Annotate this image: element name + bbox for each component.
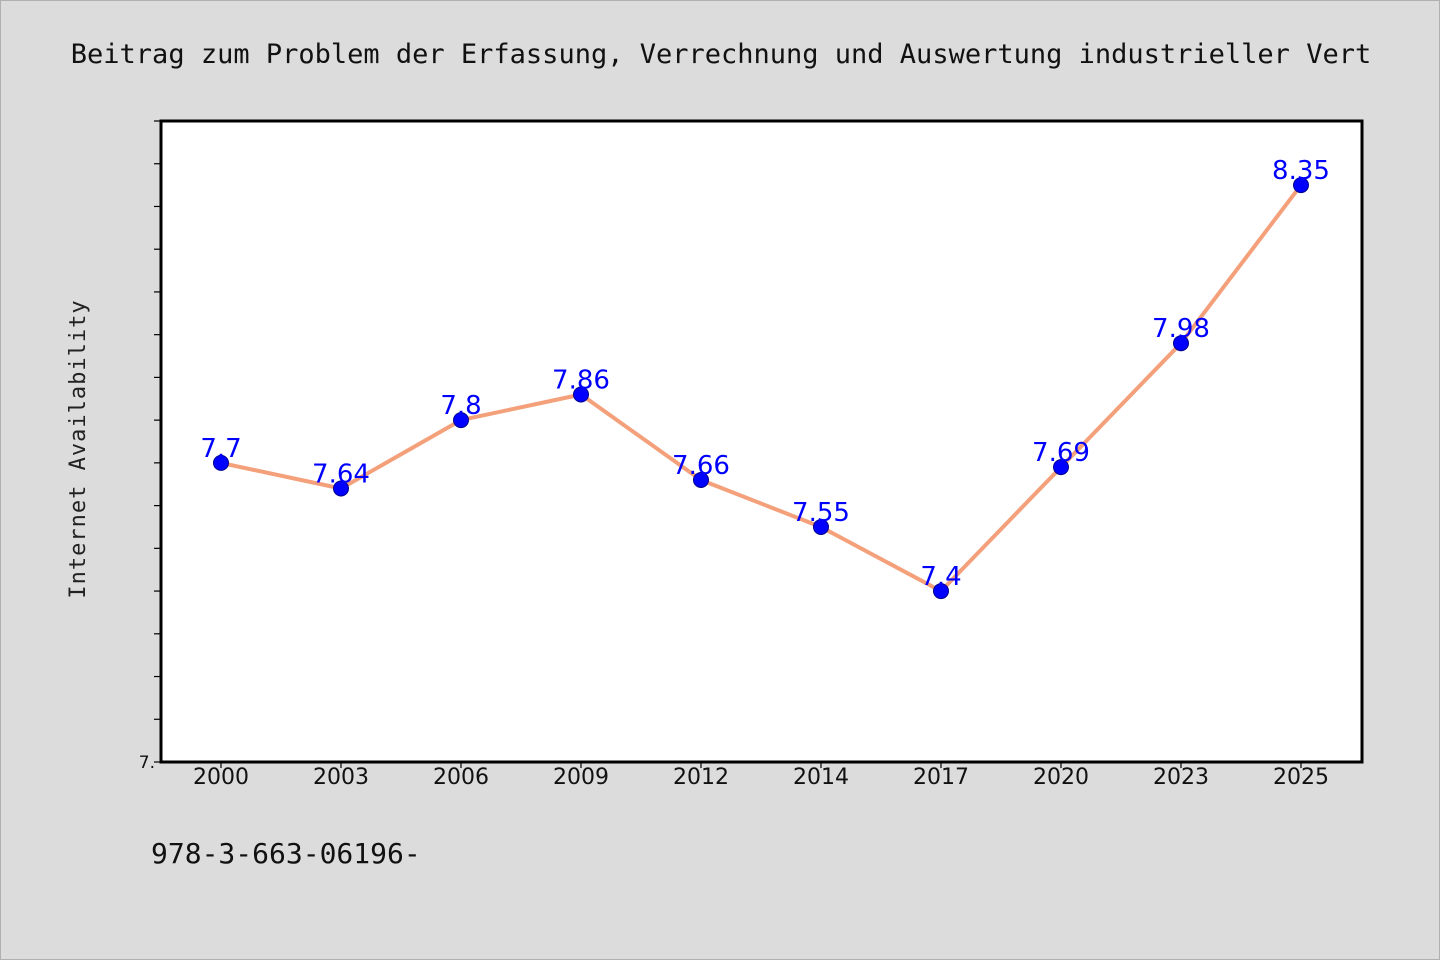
x-tick-label: 2000 xyxy=(193,765,249,790)
series-markers xyxy=(213,177,1309,600)
footer-isbn-text: 978-3-663-06196- xyxy=(151,837,421,870)
data-point-marker xyxy=(1293,177,1309,194)
data-label: 7.4 xyxy=(920,562,961,592)
x-tick-label: 2009 xyxy=(553,765,609,790)
plot-area xyxy=(159,119,1364,764)
chart-title: Beitrag zum Problem der Erfassung, Verre… xyxy=(71,39,1371,70)
x-tick-label: 2025 xyxy=(1273,765,1329,790)
x-tick-label: 2017 xyxy=(913,765,969,790)
data-point-marker xyxy=(693,471,709,488)
y-axis-ticks: 7. xyxy=(139,120,161,773)
series-line xyxy=(219,183,1303,594)
x-tick-label: 2014 xyxy=(793,765,849,790)
data-point-marker xyxy=(1053,459,1069,476)
data-label: 7.86 xyxy=(552,365,610,395)
data-label: 7.98 xyxy=(1152,314,1210,344)
x-tick-label: 2023 xyxy=(1153,765,1209,790)
data-label: 8.35 xyxy=(1272,156,1330,186)
data-label: 7.64 xyxy=(312,460,370,490)
data-point-marker xyxy=(333,480,349,497)
data-label: 7.66 xyxy=(672,451,730,481)
data-point-marker xyxy=(453,412,469,429)
data-point-marker xyxy=(813,518,829,535)
data-label: 7.7 xyxy=(200,434,241,464)
data-point-marker xyxy=(573,386,589,403)
data-label: 7.8 xyxy=(440,391,481,421)
x-axis-tick-labels: 2000 2003 2006 2009 2012 2014 2017 2020 2023 2025 xyxy=(193,762,1329,790)
data-point-marker xyxy=(1173,335,1189,352)
y-axis-label: Internet Availability xyxy=(66,299,91,598)
data-labels: 7.7 7.64 7.8 7.86 7.66 7.55 7.4 7.69 7.98 8.35 xyxy=(200,156,1330,592)
data-label: 7.69 xyxy=(1032,438,1090,468)
data-label: 7.55 xyxy=(792,498,850,528)
x-tick-label: 2006 xyxy=(433,765,489,790)
data-point-marker xyxy=(933,583,949,600)
y-tick-label: 7. xyxy=(139,753,155,773)
x-tick-label: 2020 xyxy=(1033,765,1089,790)
x-tick-label: 2003 xyxy=(313,765,369,790)
x-tick-label: 2012 xyxy=(673,765,729,790)
data-point-marker xyxy=(213,454,229,471)
